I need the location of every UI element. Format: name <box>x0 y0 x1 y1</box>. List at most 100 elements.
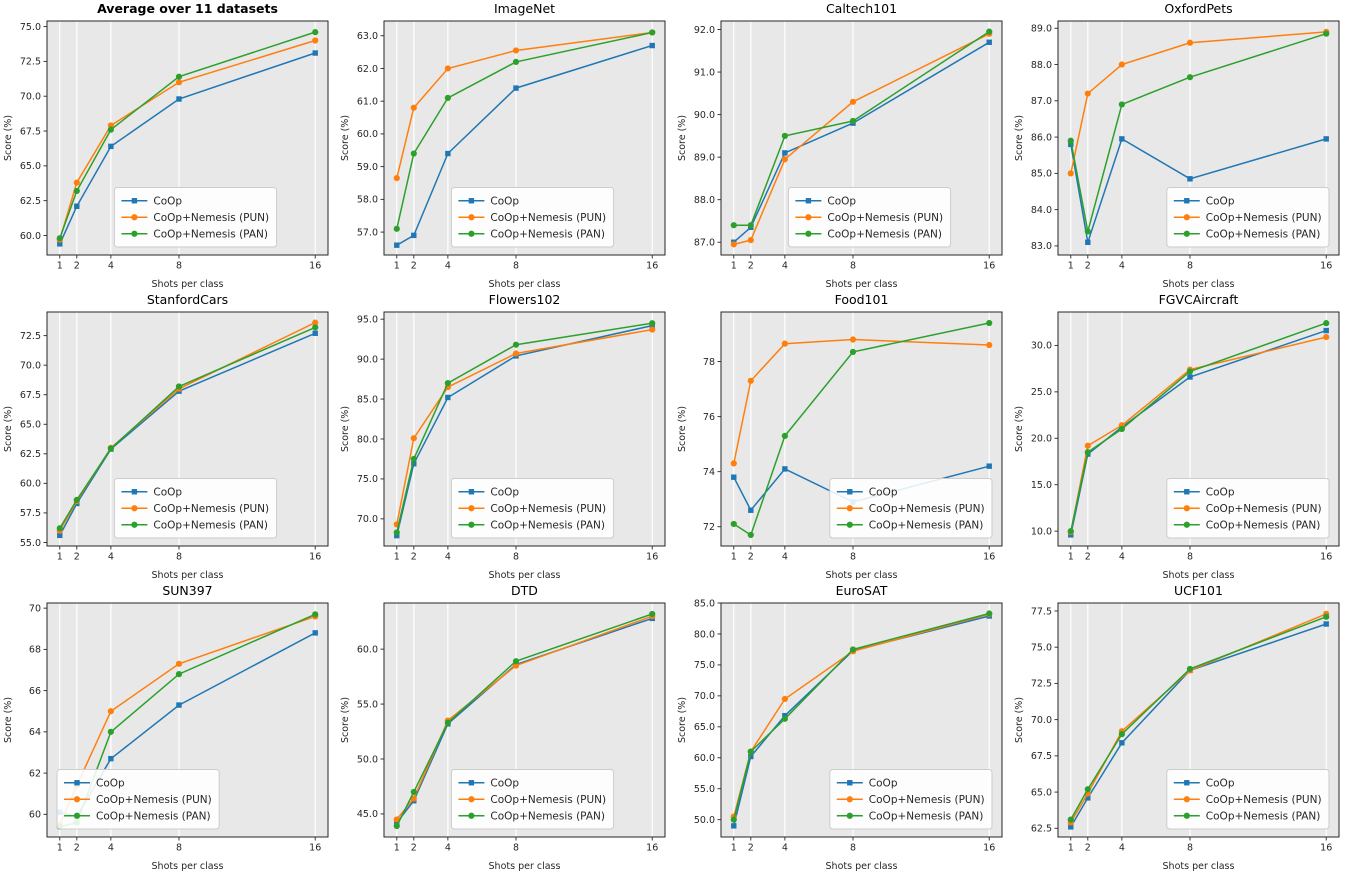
circle-marker-icon <box>444 379 451 387</box>
legend: CoOp CoOp+Nemesis (PUN) CoOp+Nemesis (PAN) <box>1166 769 1330 830</box>
axes-spines <box>383 311 666 547</box>
x-axis-label: Shots per class <box>152 570 224 581</box>
legend: CoOp CoOp+Nemesis (PUN) CoOp+Nemesis (PAN) <box>450 478 615 539</box>
y-tick-label: 60.0 <box>20 231 41 242</box>
x-tick-label: 1 <box>57 843 63 854</box>
x-tick-label: 2 <box>74 552 80 563</box>
chart-imagenet: 57.0 58.0 59.0 60.0 61.0 62.0 63.0 1 2 4 8 16 Shots … <box>340 1 666 290</box>
x-axis-label: Shots per class <box>489 861 561 872</box>
square-marker-icon <box>748 507 754 513</box>
x-tick-label: 2 <box>411 261 417 272</box>
subplot-caltech101: 87.0 88.0 89.0 90.0 91.0 92.0 1 2 4 8 16 Shots per … <box>674 0 1011 291</box>
y-tick-label: 85.0 <box>694 598 715 609</box>
series-coop-nemesis-pun <box>1067 333 1330 536</box>
legend: CoOp CoOp+Nemesis (PUN) CoOp+Nemesis (PAN) <box>787 187 952 248</box>
legend-box <box>787 187 952 248</box>
square-marker-icon <box>394 820 400 826</box>
legend-label: CoOp <box>869 486 898 498</box>
circle-marker-icon <box>393 816 400 823</box>
legend-label: CoOp+Nemesis (PAN) <box>1206 519 1321 531</box>
circle-marker-icon <box>805 214 812 221</box>
circle-marker-icon <box>468 214 475 221</box>
subplot-title: EuroSAT <box>836 583 888 598</box>
y-tick-label: 88.0 <box>1031 60 1052 71</box>
legend-label: CoOp+Nemesis (PAN) <box>490 228 605 240</box>
circle-marker-icon <box>131 521 138 528</box>
y-tick-label: 30.0 <box>1031 341 1052 352</box>
x-axis-label: Shots per class <box>826 570 898 581</box>
y-tick-label: 65.0 <box>20 420 41 431</box>
x-tick-label: 1 <box>731 843 737 854</box>
circle-marker-icon <box>410 455 417 463</box>
y-tick-label: 60 <box>29 810 41 821</box>
circle-marker-icon <box>107 445 114 452</box>
circle-marker-icon <box>986 28 993 35</box>
legend-label: CoOp+Nemesis (PUN) <box>490 503 606 515</box>
y-tick-label: 62.5 <box>1031 824 1052 835</box>
square-marker-icon <box>782 466 788 472</box>
y-tick-label: 89.0 <box>694 152 715 163</box>
x-tick-label: 2 <box>748 261 754 272</box>
square-marker-icon <box>411 461 417 467</box>
circle-marker-icon <box>175 79 183 86</box>
circle-marker-icon <box>1323 320 1330 327</box>
y-tick-label: 83.0 <box>1031 241 1052 252</box>
y-tick-label: 78 <box>703 357 715 368</box>
square-marker-icon <box>1187 374 1193 380</box>
series-coop-nemesis-pan <box>1067 320 1330 535</box>
circle-marker-icon <box>781 695 788 703</box>
circle-marker-icon <box>1067 528 1074 535</box>
circle-marker-icon <box>730 520 737 528</box>
y-tick-label: 74 <box>703 467 715 478</box>
circle-marker-icon <box>444 65 451 72</box>
circle-marker-icon <box>1183 812 1190 819</box>
circle-marker-icon <box>512 58 520 66</box>
circle-marker-icon <box>1186 665 1194 673</box>
circle-marker-icon <box>805 230 812 237</box>
circle-marker-icon <box>849 348 857 356</box>
chart-caltech101: 87.0 88.0 89.0 90.0 91.0 92.0 1 2 4 8 16 Shots per … <box>677 1 1003 290</box>
y-tick-label: 65.0 <box>20 161 41 172</box>
x-tick-label: 16 <box>646 261 658 272</box>
legend-label: CoOp <box>827 195 856 207</box>
circle-marker-icon <box>1067 170 1074 177</box>
y-axis-label: Score (%) <box>677 406 688 452</box>
x-tick-label: 2 <box>411 552 417 563</box>
legend-box <box>450 769 615 830</box>
chart-dtd: 45.0 50.0 55.0 60.0 1 2 4 8 16 Shots per class Sco… <box>340 583 666 872</box>
y-tick-label: 55.0 <box>20 538 41 549</box>
y-axis-label: Score (%) <box>340 406 351 452</box>
y-tick-label: 84.0 <box>1031 205 1052 216</box>
y-tick-label: 90.0 <box>694 110 715 121</box>
square-marker-icon <box>394 242 400 248</box>
y-axis-label: Score (%) <box>3 406 14 452</box>
axes-spines <box>383 602 666 838</box>
square-marker-icon <box>1187 176 1193 182</box>
y-tick-label: 75.0 <box>1031 642 1052 653</box>
y-tick-label: 77.5 <box>1031 606 1052 617</box>
axes-spines <box>720 20 1003 256</box>
legend-label: CoOp+Nemesis (PAN) <box>827 228 942 240</box>
square-marker-icon <box>986 463 992 469</box>
circle-marker-icon <box>1183 214 1190 221</box>
legend-label: CoOp <box>490 777 519 789</box>
x-tick-label: 2 <box>1085 261 1091 272</box>
x-tick-label: 4 <box>108 843 114 854</box>
chart-stanfordcars: 55.0 57.5 60.0 62.5 65.0 67.5 70.0 72.5 1 2 4 8 16 Sh… <box>3 292 329 581</box>
x-tick-label: 1 <box>1068 261 1074 272</box>
series-coop-nemesis-pan <box>56 29 319 242</box>
circle-marker-icon <box>1183 796 1190 803</box>
chart-sun397: 60 62 64 66 68 70 1 2 4 8 16 Shots per class Score (… <box>3 583 329 872</box>
circle-marker-icon <box>747 377 754 384</box>
circle-marker-icon <box>512 662 520 669</box>
y-tick-label: 80.0 <box>694 629 715 640</box>
axes-spines <box>720 311 1003 547</box>
square-marker-icon <box>1184 489 1190 495</box>
subplot-oxfordpets: 83.0 84.0 85.0 86.0 87.0 88.0 89.0 1 2 4 8 16 Shots … <box>1011 0 1348 291</box>
x-tick-label: 16 <box>983 552 995 563</box>
square-marker-icon <box>468 780 475 786</box>
legend-label: CoOp+Nemesis (PUN) <box>869 503 985 515</box>
circle-marker-icon <box>1183 521 1190 528</box>
x-tick-label: 16 <box>309 843 321 854</box>
x-tick-label: 16 <box>646 552 658 563</box>
